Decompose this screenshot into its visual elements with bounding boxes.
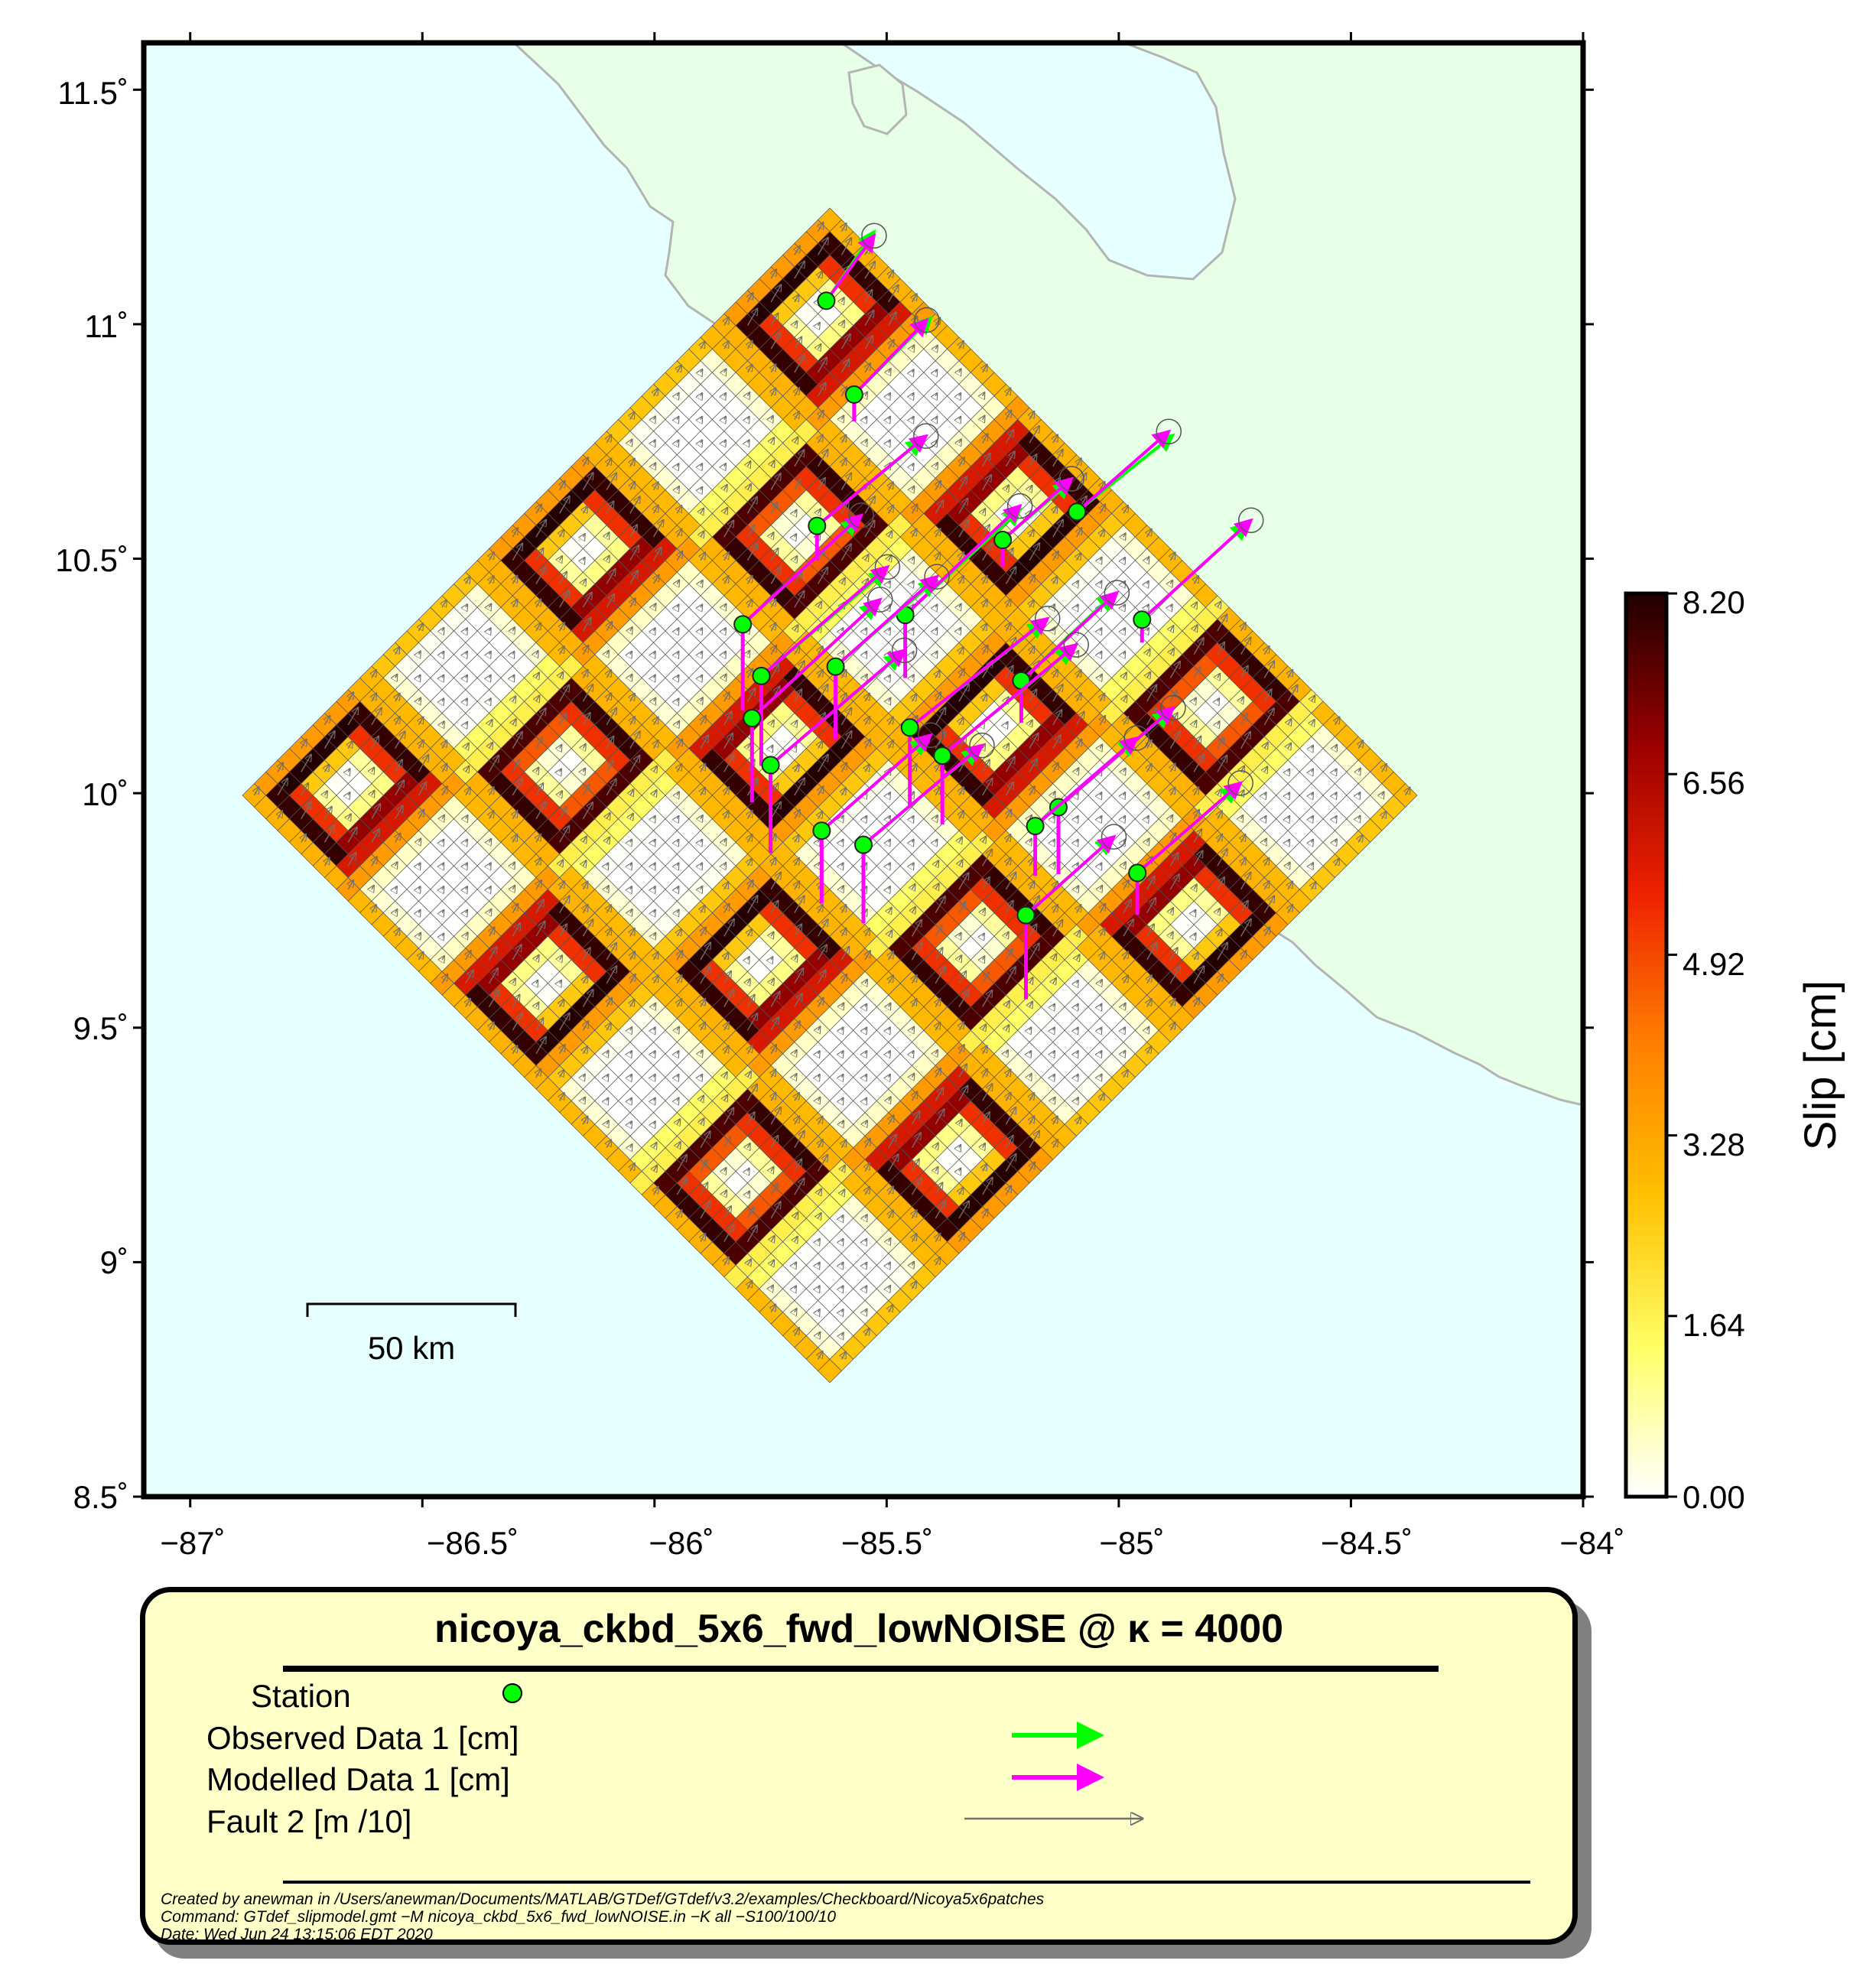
colorbar-gradient xyxy=(1626,593,1666,1497)
lon-tick-label: −84.5˚ xyxy=(1321,1525,1413,1561)
lon-tick-label: −85˚ xyxy=(1099,1525,1164,1561)
station-marker xyxy=(846,386,863,403)
station-marker xyxy=(1017,907,1034,924)
colorbar: 8.20 6.56 4.92 3.28 1.64 0.00 Slip [cm] xyxy=(1626,584,1845,1515)
station-marker xyxy=(1027,818,1044,834)
colorbar-tick-label: 4.92 xyxy=(1683,946,1745,982)
lat-tick-label: 9˚ xyxy=(100,1244,128,1280)
lat-tick-label: 10˚ xyxy=(82,776,128,812)
footer-command: Command: GTdef_slipmodel.gmt −M nicoya_c… xyxy=(161,1908,836,1926)
station-marker xyxy=(1129,864,1146,881)
lat-tick-label: 10.5˚ xyxy=(55,542,128,578)
colorbar-tick-label: 1.64 xyxy=(1683,1307,1745,1343)
station-marker xyxy=(753,668,769,684)
station-marker xyxy=(902,719,918,736)
footer-date: Date: Wed Jun 24 13:15:06 EDT 2020 xyxy=(161,1926,433,1944)
colorbar-tick-label: 0.00 xyxy=(1683,1479,1745,1515)
lon-tick-label: −87˚ xyxy=(160,1525,225,1561)
station-marker xyxy=(855,837,872,853)
station-marker xyxy=(934,747,951,764)
lon-tick-label: −84˚ xyxy=(1559,1525,1624,1561)
colorbar-label: Slip [cm] xyxy=(1796,980,1845,1150)
lat-tick-label: 11.5˚ xyxy=(57,75,128,111)
station-marker xyxy=(1068,503,1085,520)
station-marker xyxy=(1133,611,1150,628)
station-marker xyxy=(762,756,779,773)
lon-tick-label: −86˚ xyxy=(649,1525,714,1561)
lon-tick-label: −85.5˚ xyxy=(841,1525,933,1561)
lat-tick-label: 8.5˚ xyxy=(73,1479,128,1515)
scale-bar-label: 50 km xyxy=(368,1330,455,1366)
colorbar-tick-label: 8.20 xyxy=(1683,584,1745,620)
colorbar-tick-label: 6.56 xyxy=(1683,765,1745,801)
lon-tick-label: −86.5˚ xyxy=(427,1525,519,1561)
footer-created: Created by anewman in /Users/anewman/Doc… xyxy=(161,1891,1044,1909)
colorbar-tick-label: 3.28 xyxy=(1683,1127,1745,1162)
legend-divider xyxy=(283,1881,1530,1884)
legend: nicoya_ckbd_5x6_fwd_lowNOISE @ κ = 4000 … xyxy=(140,1587,1578,1945)
lat-tick-label: 11˚ xyxy=(84,308,128,344)
station-marker xyxy=(994,532,1011,548)
station-marker xyxy=(813,822,830,839)
station-marker xyxy=(808,518,825,535)
lat-tick-label: 9.5˚ xyxy=(73,1010,128,1046)
station-marker xyxy=(818,292,834,309)
station-marker xyxy=(743,710,760,727)
station-marker xyxy=(827,658,844,675)
station-marker xyxy=(734,616,751,632)
station-dot-icon xyxy=(503,1684,522,1702)
